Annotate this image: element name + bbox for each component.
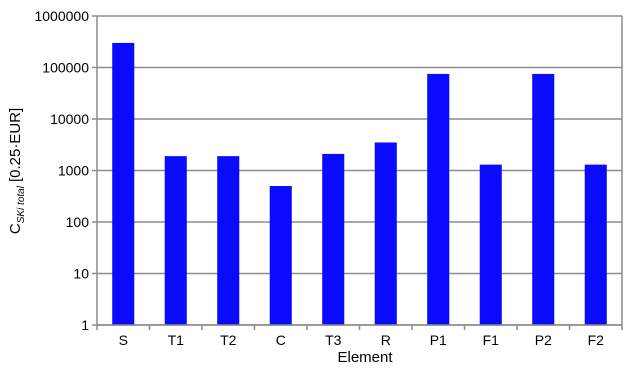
y-tick-label-4: 10000: [50, 111, 89, 127]
x-tick-label-F1: F1: [483, 332, 500, 348]
bar-P1: [427, 73, 450, 325]
y-axis-title-units: [0.25·EUR]: [7, 108, 24, 182]
bar-P2: [532, 73, 555, 325]
x-tick-label-T1: T1: [168, 332, 185, 348]
x-tick-label-P2: P2: [535, 332, 552, 348]
y-axis-title-main: C: [7, 223, 24, 234]
bar-C: [269, 186, 292, 325]
x-tick-label-S: S: [119, 332, 128, 348]
bar-T1: [164, 156, 187, 325]
x-tick-label-F2: F2: [588, 332, 605, 348]
y-tick-label-0: 1: [81, 317, 89, 333]
x-axis-title: Element: [337, 349, 393, 366]
y-tick-label-1: 10: [73, 266, 89, 282]
x-tick-label-R: R: [381, 332, 391, 348]
y-axis-title: CSKi total [0.25·EUR]: [7, 108, 27, 234]
bar-R: [374, 142, 397, 325]
bar-F2: [584, 164, 607, 325]
bar-T2: [217, 156, 240, 325]
y-tick-label-5: 100000: [42, 60, 89, 76]
bar-S: [112, 42, 135, 326]
bar-T3: [322, 153, 345, 325]
x-tick-label-C: C: [276, 332, 286, 348]
labels-layer: 1 10 100 1000 10000 100000 1000000 S T1 T2 C T3 R P1 F…: [34, 8, 604, 348]
x-tick-label-P1: P1: [430, 332, 447, 348]
axes-layer: [92, 15, 623, 330]
x-tick-label-T2: T2: [220, 332, 237, 348]
y-tick-label-2: 100: [66, 214, 90, 230]
y-axis-title-subscript: SKi total: [16, 185, 27, 223]
bars-layer: [112, 42, 607, 326]
y-tick-label-3: 1000: [58, 163, 89, 179]
bar-F1: [479, 164, 502, 325]
x-tick-label-T3: T3: [325, 332, 342, 348]
y-tick-label-6: 1000000: [34, 8, 89, 24]
